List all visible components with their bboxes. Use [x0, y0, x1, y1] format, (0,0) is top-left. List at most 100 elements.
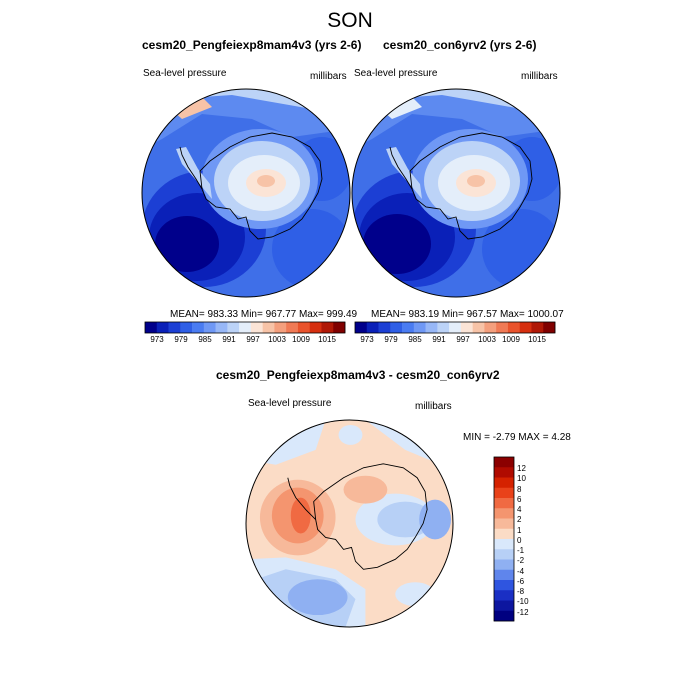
- panel2-stats: MEAN= 983.19 Min= 967.57 Max= 1000.07: [371, 309, 564, 320]
- colorbar-swatch: [156, 322, 169, 333]
- colorbar-swatch: [472, 322, 485, 333]
- colorbar-swatch: [355, 322, 368, 333]
- panel1-colorbar-tick: 985: [198, 335, 212, 344]
- panel2-colorbar-tick: 985: [408, 335, 422, 344]
- colorbar-swatch: [286, 322, 299, 333]
- panel3-colorbar: [493, 456, 515, 622]
- colorbar-swatch: [494, 549, 514, 560]
- colorbar-swatch: [494, 559, 514, 571]
- colorbar-swatch: [494, 528, 514, 540]
- colorbar-swatch: [494, 487, 514, 499]
- colorbar-swatch: [390, 322, 403, 333]
- panel1-colorbar-ticks: 973 979 985 991 997 1003 1009 1015: [145, 335, 345, 345]
- colorbar-swatch: [321, 322, 334, 333]
- colorbar-swatch: [145, 322, 158, 333]
- panel1-stats: MEAN= 983.33 Min= 967.77 Max= 999.49: [170, 309, 358, 320]
- panel3-variable-label: Sea-level pressure: [248, 398, 332, 409]
- colorbar-swatch: [227, 322, 240, 333]
- colorbar-swatch: [262, 322, 275, 333]
- panel2-title: cesm20_con6yrv2 (yrs 2-6): [383, 38, 537, 52]
- colorbar-swatch: [531, 322, 544, 333]
- panel3-colorbar-tick: 10: [517, 474, 526, 483]
- panel3-colorbar-tick: -12: [517, 608, 529, 617]
- colorbar-swatch: [494, 580, 514, 591]
- colorbar-swatch: [333, 322, 346, 333]
- panel3-title: cesm20_Pengfeiexp8mam4v3 - cesm20_con6yr…: [216, 368, 500, 382]
- panel3-colorbar-ticks: 12 10 8 6 4 2 1 0 -1 -2 -4 -6 -8 -10 -12: [517, 457, 541, 621]
- panel1-colorbar-tick: 979: [174, 335, 188, 344]
- colorbar-swatch: [460, 322, 473, 333]
- colorbar-swatch: [215, 322, 228, 333]
- panel2-variable-label: Sea-level pressure: [354, 68, 438, 79]
- panel2-colorbar-tick: 991: [432, 335, 446, 344]
- colorbar-border: [493, 456, 515, 622]
- panel1-map: [141, 88, 351, 298]
- panel3-stats: MIN = -2.79 MAX = 4.28: [463, 432, 571, 443]
- colorbar-swatch: [250, 322, 263, 333]
- panel3-colorbar-tick: 0: [517, 536, 522, 545]
- colorbar-swatch: [494, 569, 514, 581]
- panel2-colorbar-ticks: 973 979 985 991 997 1003 1009 1015: [355, 335, 555, 345]
- panel3-colorbar-tick: 4: [517, 505, 522, 514]
- colorbar-swatch: [203, 322, 216, 333]
- panel2-units-label: millibars: [521, 71, 558, 82]
- panel3-colorbar-tick: 8: [517, 485, 522, 494]
- panel3-colorbar-tick: -10: [517, 597, 529, 606]
- panel3-colorbar-tick: -4: [517, 567, 525, 576]
- panel2-colorbar: [354, 321, 556, 334]
- colorbar-swatch: [274, 322, 287, 333]
- colorbar-swatch: [543, 322, 556, 333]
- colorbar-swatch: [366, 322, 379, 333]
- colorbar-swatch: [494, 518, 514, 530]
- panel1-colorbar-tick: 997: [246, 335, 260, 344]
- colorbar-swatch: [494, 600, 514, 612]
- panel3-colorbar-tick: -6: [517, 577, 525, 586]
- panel1-colorbar-tick: 1009: [292, 335, 310, 344]
- panel3-colorbar-tick: 1: [517, 526, 522, 535]
- colorbar-swatch: [437, 322, 450, 333]
- colorbar-swatch: [413, 322, 426, 333]
- panel1-colorbar: [144, 321, 346, 334]
- colorbar-swatch: [402, 322, 415, 333]
- panel2-colorbar-tick: 973: [360, 335, 374, 344]
- colorbar-swatch: [494, 457, 514, 468]
- panel1-colorbar-tick: 973: [150, 335, 164, 344]
- panel1-units-label: millibars: [310, 71, 347, 82]
- panel1-colorbar-tick: 1003: [268, 335, 286, 344]
- colorbar-swatch: [297, 322, 310, 333]
- panel2-colorbar-tick: 979: [384, 335, 398, 344]
- colorbar-swatch: [519, 322, 532, 333]
- colorbar-swatch: [378, 322, 391, 333]
- panel3-colorbar-tick: 2: [517, 515, 522, 524]
- colorbar-swatch: [494, 610, 514, 622]
- panel1-colorbar-tick: 1015: [318, 335, 336, 344]
- panel2-colorbar-tick: 1009: [502, 335, 520, 344]
- colorbar-swatch: [192, 322, 205, 333]
- colorbar-swatch: [494, 590, 514, 601]
- colorbar-swatch: [484, 322, 497, 333]
- colorbar-swatch: [496, 322, 509, 333]
- panel1-variable-label: Sea-level pressure: [143, 68, 227, 79]
- panel3-colorbar-tick: 12: [517, 464, 526, 473]
- panel2-colorbar-tick: 1015: [528, 335, 546, 344]
- colorbar-swatch: [494, 467, 514, 478]
- colorbar-swatch: [425, 322, 438, 333]
- colorbar-swatch: [494, 477, 514, 489]
- panel3-colorbar-tick: 6: [517, 495, 522, 504]
- colorbar-border: [144, 321, 346, 334]
- panel3-colorbar-tick: -1: [517, 546, 525, 555]
- colorbar-border: [354, 321, 556, 334]
- panel3-map: [245, 419, 454, 628]
- colorbar-swatch: [494, 539, 514, 550]
- panel2-map: [351, 88, 561, 298]
- figure-title: SON: [327, 9, 373, 32]
- colorbar-swatch: [168, 322, 181, 333]
- panel2-colorbar-tick: 1003: [478, 335, 496, 344]
- panel1-title: cesm20_Pengfeiexp8mam4v3 (yrs 2-6): [142, 38, 362, 52]
- colorbar-swatch: [180, 322, 193, 333]
- panel3-colorbar-tick: -2: [517, 556, 525, 565]
- panel2-colorbar-tick: 997: [456, 335, 470, 344]
- colorbar-swatch: [309, 322, 322, 333]
- panel3-units-label: millibars: [415, 401, 452, 412]
- colorbar-swatch: [494, 508, 514, 519]
